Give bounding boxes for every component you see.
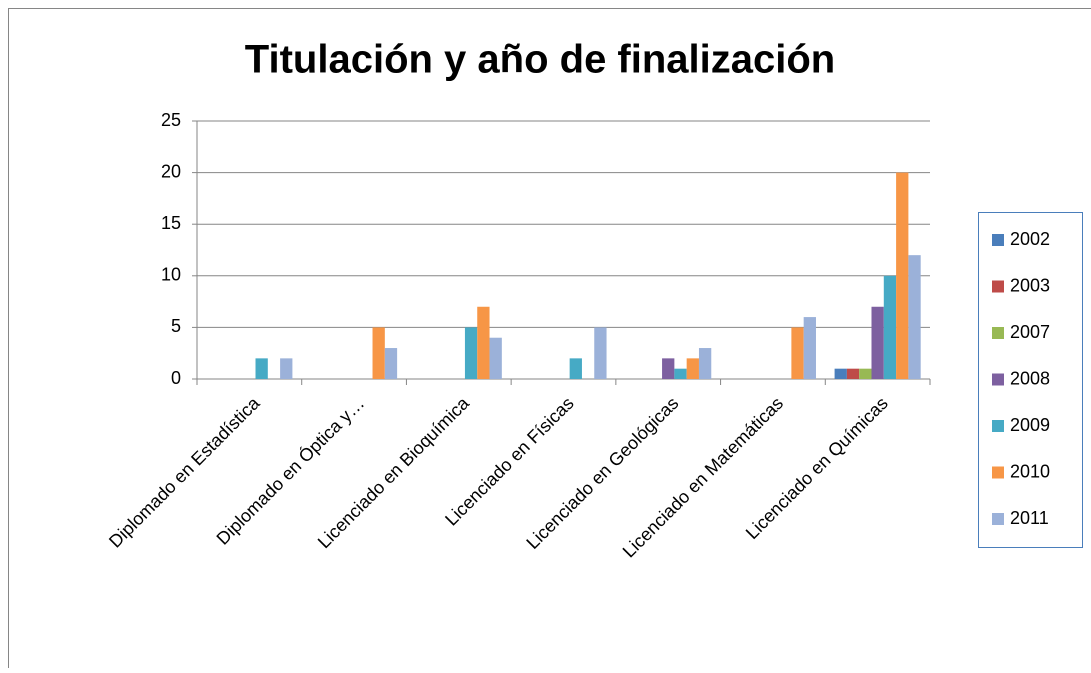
legend-swatch (992, 513, 1004, 525)
legend-label: 2008 (1010, 368, 1050, 388)
bar (594, 327, 606, 379)
legend-swatch (992, 281, 1004, 293)
bar (804, 317, 816, 379)
legend-label: 2009 (1010, 415, 1050, 435)
legend-swatch (992, 420, 1004, 432)
y-tick-label: 0 (171, 368, 181, 388)
bar (490, 338, 502, 379)
bar (570, 358, 582, 379)
bar (280, 358, 292, 379)
bar (687, 358, 699, 379)
bar (465, 327, 477, 379)
y-tick-label: 25 (161, 110, 181, 130)
y-tick-label: 10 (161, 265, 181, 285)
legend-swatch (992, 374, 1004, 386)
y-tick-label: 20 (161, 161, 181, 181)
bar (385, 348, 397, 379)
bar (859, 369, 871, 379)
bar (871, 307, 883, 379)
chart-title: Titulación y año de finalización (245, 38, 835, 82)
bar (373, 327, 385, 379)
y-tick-label: 15 (161, 213, 181, 233)
legend-swatch (992, 327, 1004, 339)
chart-frame (9, 9, 1091, 669)
bar (847, 369, 859, 379)
bar (662, 358, 674, 379)
bar (896, 173, 908, 379)
bar (699, 348, 711, 379)
bar (477, 307, 489, 379)
legend-label: 2011 (1010, 508, 1049, 528)
y-tick-label: 5 (171, 316, 181, 336)
legend-label: 2003 (1010, 275, 1050, 295)
legend-label: 2002 (1010, 229, 1050, 249)
bar (674, 369, 686, 379)
legend-swatch (992, 467, 1004, 479)
bar (791, 327, 803, 379)
legend-label: 2010 (1010, 461, 1050, 481)
bar (884, 276, 896, 379)
legend-swatch (992, 234, 1004, 246)
legend-label: 2007 (1010, 322, 1050, 342)
bar (908, 255, 920, 379)
bar (835, 369, 847, 379)
bar (256, 358, 268, 379)
